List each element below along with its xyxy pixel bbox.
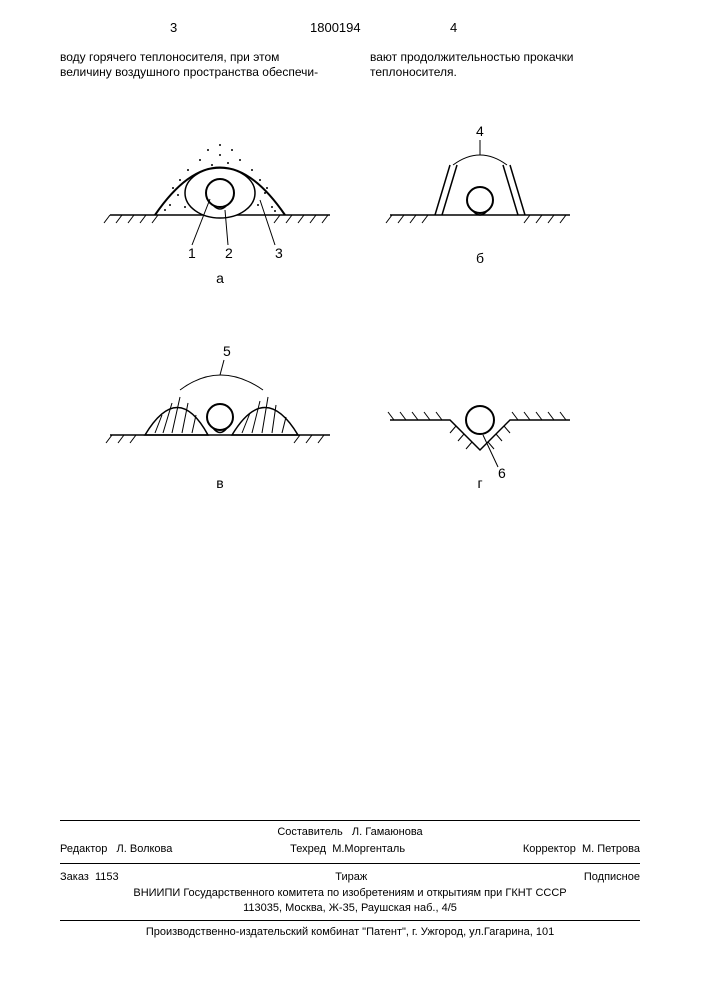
tirazh-label: Тираж <box>335 870 367 885</box>
page-number-left: 3 <box>170 20 177 35</box>
page: 3 1800194 4 воду горячего теплоносителя,… <box>0 0 707 1000</box>
tehred-label: Техред <box>290 843 326 855</box>
figure-a-callout-3: 3 <box>275 245 283 261</box>
body-column-left: воду горячего теплоносителя, при этом ве… <box>60 50 320 80</box>
figure-b-label: б <box>470 250 490 266</box>
order-row: Заказ 1153 Тираж Подписное <box>60 868 640 887</box>
podpisnoe: Подписное <box>584 870 640 885</box>
redaktor-label: Редактор <box>60 843 107 855</box>
figure-v-callout-5: 5 <box>223 343 231 359</box>
figure-a-callout-2: 2 <box>225 245 233 261</box>
figure-g-label: г <box>470 475 490 491</box>
figure-a-label: а <box>210 270 230 286</box>
zakaz-num: 1153 <box>95 871 119 883</box>
tehred-name: М.Моргенталь <box>332 843 405 855</box>
figure-a-callout-1: 1 <box>188 245 196 261</box>
figures-block: 1 2 3 а 4 б <box>60 115 620 535</box>
figure-g-callout-6: 6 <box>498 465 506 481</box>
figure-b <box>380 135 580 265</box>
zakaz-label: Заказ <box>60 871 89 883</box>
page-number-right: 4 <box>450 20 457 35</box>
korrektor-name: М. Петрова <box>582 843 640 855</box>
printer-line: Производственно-издательский комбинат "П… <box>60 925 640 940</box>
figure-b-callout-4: 4 <box>476 123 484 139</box>
sostavitel-name: Л. Гамаюнова <box>352 826 423 838</box>
figure-v <box>100 355 340 485</box>
figure-v-label: в <box>210 475 230 491</box>
credits-row: Редактор Л. Волкова Техред М.Моргенталь … <box>60 840 640 859</box>
korrektor-label: Корректор <box>523 843 576 855</box>
sostavitel-label: Составитель <box>277 826 342 838</box>
figure-a <box>100 115 340 265</box>
document-number: 1800194 <box>310 20 361 35</box>
redaktor-name: Л. Волкова <box>117 843 173 855</box>
addr-line: 113035, Москва, Ж-35, Раушская наб., 4/5 <box>60 901 640 916</box>
body-column-right: вают продолжительностью прокачки теплоно… <box>370 50 630 80</box>
divider <box>60 863 640 864</box>
divider <box>60 920 640 921</box>
org-line: ВНИИПИ Государственного комитета по изоб… <box>60 886 640 901</box>
divider <box>60 820 640 821</box>
colophon: Составитель Л. Гамаюнова Редактор Л. Вол… <box>60 816 640 940</box>
